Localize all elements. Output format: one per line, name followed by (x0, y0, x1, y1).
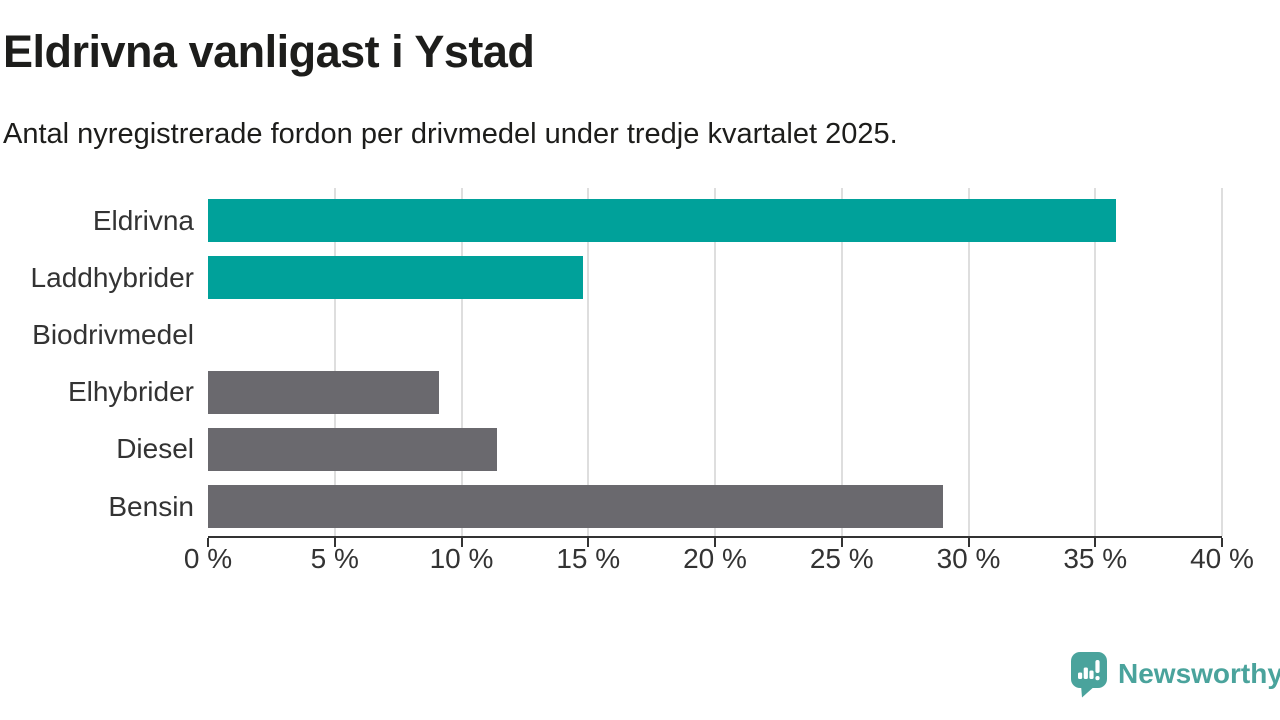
x-tick-label-20: 20 % (683, 543, 747, 574)
bar-diesel (208, 427, 497, 471)
category-label-elhybrider: Elhybrider (67, 376, 194, 408)
x-tick-30 (967, 538, 970, 547)
category-label-biodrivmedel: Biodrivmedel (32, 318, 194, 350)
bar-chart: 0 % 5 % 10 % 15 % 20 % 25 % 30 % 35 % 40 % Eldri… (0, 188, 1260, 608)
category-label-eldrivna: Eldrivna (92, 204, 194, 236)
brand-name: Newsworthy (1118, 658, 1280, 689)
x-tick-20 (714, 538, 716, 547)
plot-area (208, 188, 1223, 536)
gridline-35 (1094, 188, 1097, 536)
gridline-10 (460, 188, 463, 536)
bar-elhybrider (208, 370, 439, 414)
x-tick-25 (840, 538, 843, 547)
category-label-laddhybrider: Laddhybrider (30, 261, 194, 293)
newsworthy-bubble-chart-icon (1071, 651, 1107, 697)
x-tick-label-25: 25 % (809, 543, 874, 574)
gridline-20 (714, 188, 716, 536)
x-tick-label-10: 10 % (429, 543, 494, 574)
x-tick-0 (207, 538, 209, 547)
bar-eldrivna (208, 199, 1116, 242)
page-title: Eldrivna vanligast i Ystad (3, 26, 535, 77)
x-tick-label-0: 0 % (183, 543, 233, 574)
x-tick-label-15: 15 % (556, 543, 621, 574)
x-tick-15 (587, 538, 590, 547)
gridline-5 (333, 188, 336, 536)
x-axis-line (208, 536, 1222, 538)
bar-laddhybrider (208, 256, 584, 300)
x-tick-40 (1221, 538, 1223, 547)
gridline-15 (587, 188, 590, 536)
gridline-30 (967, 188, 970, 536)
x-tick-label-35: 35 % (1063, 543, 1128, 574)
x-tick-35 (1094, 538, 1097, 547)
x-tick-label-30: 30 % (936, 543, 1001, 574)
gridline-40 (1221, 188, 1223, 536)
x-tick-10 (460, 538, 463, 547)
gridline-25 (840, 188, 843, 536)
newsworthy-logo[interactable]: Newsworthy (1070, 649, 1280, 699)
category-label-bensin: Bensin (108, 490, 194, 522)
x-tick-label-40: 40 % (1190, 543, 1254, 574)
category-label-diesel: Diesel (116, 433, 194, 465)
x-tick-5 (333, 538, 336, 547)
x-tick-label-5: 5 % (310, 543, 359, 574)
chart-subtitle: Antal nyregistrerade fordon per drivmede… (3, 118, 898, 150)
bar-bensin (208, 485, 944, 528)
